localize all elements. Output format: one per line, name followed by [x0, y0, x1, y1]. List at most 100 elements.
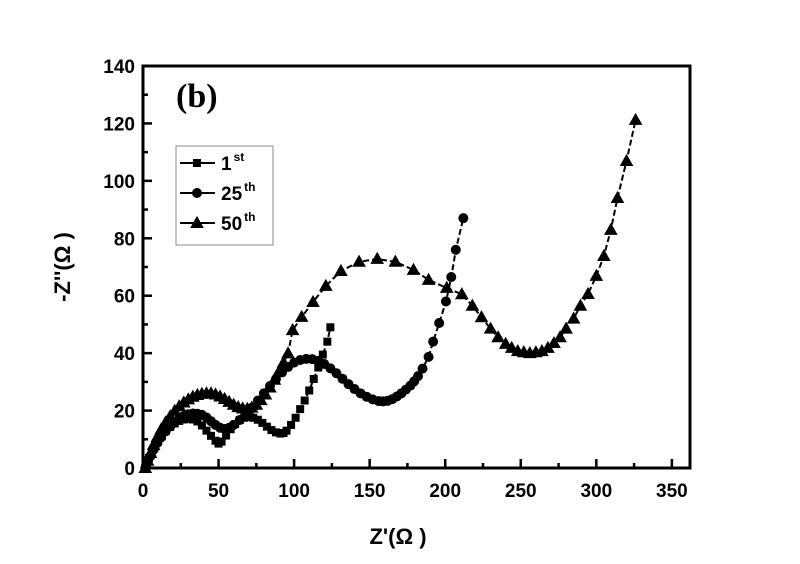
legend-marker-square — [193, 159, 201, 167]
x-tick-label: 300 — [580, 481, 612, 502]
data-point-triangle — [258, 387, 273, 400]
data-point-triangle — [491, 330, 505, 343]
data-point-triangle — [439, 280, 454, 293]
data-point-triangle — [319, 278, 333, 291]
data-point-triangle — [285, 323, 300, 336]
y-tick-label: 100 — [103, 172, 135, 193]
x-tick-label: 250 — [505, 481, 537, 502]
data-point-triangle — [483, 321, 498, 334]
data-point-square — [222, 431, 231, 440]
data-point-square — [217, 437, 226, 446]
y-tick-label: 60 — [114, 287, 135, 308]
data-point-circle — [450, 244, 461, 255]
data-point-square — [305, 386, 314, 395]
data-point-circle — [413, 371, 424, 382]
data-point-circle — [446, 272, 457, 283]
data-point-square — [197, 421, 206, 430]
y-tick-label: 0 — [124, 459, 135, 480]
data-point-triangle — [589, 268, 604, 281]
data-point-triangle — [272, 364, 286, 377]
data-point-triangle — [281, 346, 295, 359]
data-point-square — [282, 426, 291, 435]
series-25th — [140, 213, 469, 473]
data-point-triangle — [610, 190, 625, 204]
data-point-triangle — [294, 309, 309, 322]
x-tick-label: 50 — [208, 481, 229, 502]
y-axis-title: -Z''(Ω ) — [50, 232, 75, 302]
legend-marker-circle — [192, 188, 202, 198]
data-point-triangle — [597, 248, 611, 262]
data-point-square — [193, 417, 202, 426]
y-axis-ticks: 0 20 40 60 80 100 120 140 — [103, 57, 152, 480]
data-point-circle — [234, 415, 245, 426]
panel-label: (b) — [176, 78, 218, 115]
data-point-triangle — [553, 330, 567, 343]
data-point-square — [267, 426, 276, 435]
series-50th — [138, 112, 643, 473]
data-point-triangle — [154, 422, 168, 435]
y-tick-label: 140 — [103, 57, 135, 78]
data-point-triangle — [146, 437, 161, 450]
data-point-square — [287, 420, 296, 429]
data-point-square — [271, 428, 280, 437]
data-point-triangle — [465, 298, 480, 311]
data-point-triangle — [573, 298, 588, 311]
y-tick-label: 120 — [103, 114, 135, 135]
data-point-square — [300, 396, 309, 405]
plot-frame — [141, 64, 692, 470]
data-point-square — [291, 413, 300, 422]
x-axis-ticks: 0 50 100 150 200 250 300 350 — [138, 459, 688, 502]
x-tick-label: 200 — [429, 481, 461, 502]
data-point-square — [323, 337, 332, 346]
data-point-square — [296, 405, 305, 414]
data-point-triangle — [455, 287, 469, 300]
data-point-triangle — [566, 311, 581, 324]
data-point-triangle — [619, 153, 634, 166]
data-point-square — [318, 350, 327, 359]
data-point-square — [206, 431, 215, 440]
data-point-square — [249, 413, 258, 422]
data-point-triangle — [581, 286, 595, 299]
data-point-triangle — [559, 321, 573, 334]
data-point-triangle — [334, 263, 348, 276]
data-point-circle — [428, 336, 439, 347]
x-tick-label: 100 — [278, 481, 310, 502]
data-point-circle — [440, 296, 451, 307]
data-point-triangle — [604, 222, 618, 235]
data-point-triangle — [535, 343, 549, 357]
data-point-square — [202, 426, 211, 435]
data-point-square — [309, 374, 318, 383]
x-tick-label: 350 — [656, 481, 688, 502]
y-tick-label: 80 — [114, 229, 135, 250]
data-point-triangle — [276, 355, 291, 368]
data-point-triangle — [628, 112, 643, 125]
data-point-triangle — [352, 254, 366, 267]
x-tick-label: 0 — [138, 481, 149, 502]
data-point-triangle — [150, 429, 165, 442]
data-point-circle — [423, 351, 434, 362]
data-point-triangle — [306, 294, 320, 307]
data-point-triangle — [267, 372, 282, 385]
data-point-triangle — [406, 262, 421, 275]
data-point-triangle — [421, 272, 436, 285]
y-tick-label: 40 — [114, 344, 135, 365]
data-point-square — [314, 363, 323, 372]
legend-marker-triangle — [190, 215, 204, 228]
data-point-square — [258, 418, 267, 427]
data-point-square — [188, 415, 197, 424]
x-tick-label: 150 — [354, 481, 386, 502]
x-axis-title: Z'(Ω ) — [369, 524, 426, 549]
data-point-triangle — [370, 251, 385, 264]
data-point-triangle — [388, 254, 403, 267]
y-tick-label: 20 — [114, 402, 135, 423]
data-point-square — [326, 323, 335, 332]
series-1st — [141, 323, 335, 472]
data-point-triangle — [474, 310, 489, 323]
data-point-triangle — [263, 380, 277, 393]
legend: 1 st 25 th 50 th — [175, 145, 274, 246]
